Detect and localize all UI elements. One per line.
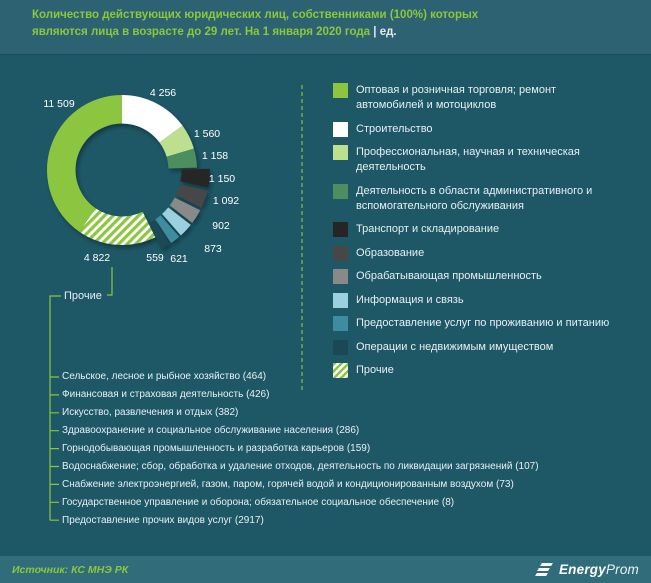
legend-label: Предоставление услуг по проживанию и пит… <box>356 317 610 329</box>
donut-segment-5 <box>175 184 208 208</box>
legend-swatch <box>333 316 348 331</box>
value-label: 621 <box>170 253 188 265</box>
legend-label: Образование <box>356 246 425 259</box>
legend-swatch <box>333 183 348 199</box>
others-list-item: Горнодобывающая промышленность и разрабо… <box>62 443 371 454</box>
legend-item: Деятельность в области административного… <box>333 183 643 214</box>
legend-swatch <box>333 292 348 308</box>
others-list-item: Искусство, развлечения и отдых (382) <box>62 407 239 419</box>
donut-slices <box>47 95 210 249</box>
legend-label: Оптовая и розничная торговля; ремонт авт… <box>356 84 557 111</box>
legend-swatch <box>333 339 348 355</box>
others-list-item: Снабжение электроэнергией, газом, паром,… <box>62 478 514 490</box>
legend: Оптовая и розничная торговля; ремонт авт… <box>333 83 643 378</box>
value-label: 873 <box>204 243 222 255</box>
legend-item: Строительство <box>333 121 643 137</box>
legend-label: Информация и связь <box>356 293 464 306</box>
legend-label: Профессиональная, научная и техническая … <box>356 146 580 173</box>
value-label: 1 560 <box>194 128 220 140</box>
legend-item: Прочие <box>333 363 643 378</box>
legend-swatch <box>333 222 348 237</box>
chart-title: Количество действующих юридических лиц, … <box>32 7 532 41</box>
legend-item: Оптовая и розничная торговля; ремонт авт… <box>333 83 643 113</box>
title-bar: Количество действующих юридических лиц, … <box>0 0 651 55</box>
legend-label: Прочие <box>356 364 394 376</box>
value-label: 902 <box>212 220 230 232</box>
value-labels: 11 509 4 256 1 560 1 158 1 150 1 092 902 873 621… <box>43 87 239 265</box>
donut-chart: 11 509 4 256 1 560 1 158 1 150 1 092 902 873 621… <box>43 85 303 521</box>
logo-text-light: Prom <box>605 562 639 577</box>
legend-label: Строительство <box>356 122 433 135</box>
value-label: 4 822 <box>84 252 110 264</box>
legend-label: Деятельность в области административного… <box>356 184 593 212</box>
legend-label: Обрабатывающая промышленность <box>356 270 542 282</box>
energyprom-logo: EnergyProm <box>535 562 639 577</box>
others-list: Сельское, лесное и рыбное хозяйство (464… <box>62 368 539 529</box>
donut-segment-10 <box>79 208 156 246</box>
donut-segment-6 <box>169 197 201 223</box>
legend-swatch <box>333 83 348 98</box>
legend-item: Информация и связь <box>333 292 643 308</box>
legend-item: Образование <box>333 245 643 261</box>
others-list-item: Предоставление прочих видов услуг (2917) <box>62 514 264 526</box>
legend-swatch <box>333 145 348 160</box>
legend-label: Транспорт и складирование <box>356 223 500 235</box>
others-list-item: Государственное управление и оборона; об… <box>62 496 455 508</box>
donut-segment-4 <box>180 168 210 188</box>
value-label: 1 150 <box>209 173 235 185</box>
legend-label: Операции с недвижимым имуществом <box>356 340 554 353</box>
logo-text-bold: Energy <box>558 562 606 577</box>
value-label: 11 509 <box>43 98 74 110</box>
others-list-item: Сельское, лесное и рыбное хозяйство (464… <box>62 371 267 383</box>
donut-segment-2 <box>159 125 194 157</box>
unit-label: ед. <box>379 26 397 38</box>
donut-segment-0 <box>47 95 123 232</box>
legend-item: Профессиональная, научная и техническая … <box>333 145 643 175</box>
others-label: Прочие <box>64 290 102 302</box>
others-list-item: Финансовая и страховая деятельность (426… <box>62 389 270 401</box>
value-label: 559 <box>146 252 164 264</box>
value-label: 4 256 <box>150 87 176 99</box>
others-list-item: Водоснабжение; сбор, обработка и удалени… <box>62 460 539 472</box>
others-list-item: Здравоохранение и социальное обслуживани… <box>62 425 360 437</box>
chart-title-text: Количество действующих юридических лиц, … <box>32 9 479 38</box>
legend-swatch <box>333 269 348 284</box>
donut-segment-9 <box>149 220 170 249</box>
legend-item: Транспорт и складирование <box>333 222 643 237</box>
legend-item: Обрабатывающая промышленность <box>333 269 643 284</box>
source-note: Источник: КС МНЭ РК <box>12 563 129 576</box>
donut-segment-1 <box>122 95 183 143</box>
legend-swatch <box>333 245 348 261</box>
legend-item: Предоставление услуг по проживанию и пит… <box>333 316 643 331</box>
value-label: 1 092 <box>213 195 239 207</box>
guide-lines <box>49 85 303 521</box>
energyprom-logo-icon <box>535 562 553 577</box>
others-bracket <box>49 267 113 521</box>
donut-segment-8 <box>155 215 180 244</box>
energyprom-logo-text: EnergyProm <box>559 562 639 577</box>
donut-segment-7 <box>162 207 191 236</box>
legend-swatch <box>333 121 348 137</box>
title-separator: | <box>373 26 377 38</box>
legend-item: Операции с недвижимым имуществом <box>333 339 643 355</box>
legend-swatch <box>333 363 348 378</box>
value-label: 1 158 <box>202 150 228 162</box>
donut-segment-3 <box>166 148 197 169</box>
footer-bar: Источник: КС МНЭ РК EnergyProm <box>0 556 651 583</box>
